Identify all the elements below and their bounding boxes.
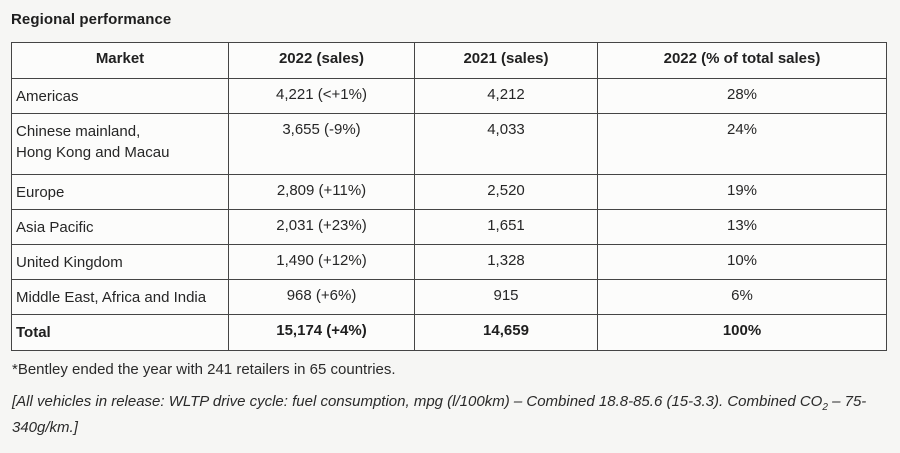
regional-performance-table: Market 2022 (sales) 2021 (sales) 2022 (%… bbox=[11, 42, 887, 351]
wltp-disclaimer-tail: – 75-340g/km.] bbox=[12, 393, 867, 436]
wltp-disclaimer: [All vehicles in release: WLTP drive cyc… bbox=[12, 389, 888, 441]
sales-2021-cell: 1,328 bbox=[414, 244, 598, 280]
co2-subscript: 2 bbox=[822, 402, 828, 413]
wltp-disclaimer-main: [All vehicles in release: WLTP drive cyc… bbox=[12, 393, 823, 410]
sales-2021-cell: 915 bbox=[414, 279, 598, 315]
sales-2022-cell: 2,031 (+23%) bbox=[228, 209, 415, 245]
sales-2022-cell: 4,221 (<+1%) bbox=[228, 78, 415, 114]
column-header-2022-sales: 2022 (sales) bbox=[228, 42, 415, 79]
sales-2021-cell: 4,212 bbox=[414, 78, 598, 114]
pct-2022-cell: 24% bbox=[597, 113, 887, 175]
table-row: Middle East, Africa and India 968 (+6%) … bbox=[11, 279, 887, 315]
total-label-cell: Total bbox=[11, 314, 229, 351]
table-row: Chinese mainland, Hong Kong and Macau 3,… bbox=[11, 113, 887, 175]
sales-2021-cell: 2,520 bbox=[414, 174, 598, 210]
market-cell: Asia Pacific bbox=[11, 209, 229, 245]
table-row: Asia Pacific 2,031 (+23%) 1,651 13% bbox=[11, 209, 887, 245]
pct-2022-cell: 10% bbox=[597, 244, 887, 280]
column-header-2021-sales: 2021 (sales) bbox=[414, 42, 598, 79]
pct-2022-cell: 28% bbox=[597, 78, 887, 114]
market-cell: Europe bbox=[11, 174, 229, 210]
table-total-row: Total 15,174 (+4%) 14,659 100% bbox=[11, 314, 887, 351]
table-row: United Kingdom 1,490 (+12%) 1,328 10% bbox=[11, 244, 887, 280]
column-header-market: Market bbox=[11, 42, 229, 79]
market-cell: Americas bbox=[11, 78, 229, 114]
sales-2022-cell: 2,809 (+11%) bbox=[228, 174, 415, 210]
table-header-row: Market 2022 (sales) 2021 (sales) 2022 (%… bbox=[11, 42, 887, 79]
market-cell: United Kingdom bbox=[11, 244, 229, 280]
sales-2021-cell: 1,651 bbox=[414, 209, 598, 245]
retailers-footnote: *Bentley ended the year with 241 retaile… bbox=[12, 361, 396, 378]
table-row: Americas 4,221 (<+1%) 4,212 28% bbox=[11, 78, 887, 114]
total-sales-2022-cell: 15,174 (+4%) bbox=[228, 314, 415, 351]
column-header-2022-pct: 2022 (% of total sales) bbox=[597, 42, 887, 79]
total-pct-2022-cell: 100% bbox=[597, 314, 887, 351]
pct-2022-cell: 19% bbox=[597, 174, 887, 210]
pct-2022-cell: 13% bbox=[597, 209, 887, 245]
sales-2022-cell: 3,655 (-9%) bbox=[228, 113, 415, 175]
pct-2022-cell: 6% bbox=[597, 279, 887, 315]
table-row: Europe 2,809 (+11%) 2,520 19% bbox=[11, 174, 887, 210]
sales-2022-cell: 1,490 (+12%) bbox=[228, 244, 415, 280]
page-title: Regional performance bbox=[11, 11, 172, 28]
page: Regional performance Market 2022 (sales)… bbox=[11, 11, 888, 441]
total-sales-2021-cell: 14,659 bbox=[414, 314, 598, 351]
sales-2022-cell: 968 (+6%) bbox=[228, 279, 415, 315]
market-cell: Chinese mainland, Hong Kong and Macau bbox=[11, 113, 229, 175]
market-cell: Middle East, Africa and India bbox=[11, 279, 229, 315]
sales-2021-cell: 4,033 bbox=[414, 113, 598, 175]
